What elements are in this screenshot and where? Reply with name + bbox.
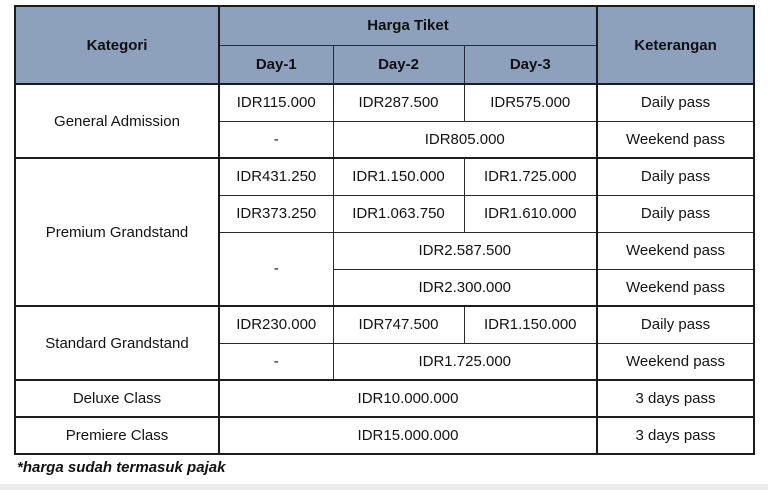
price-cell: IDR1.063.750 bbox=[332, 194, 465, 233]
pass-type-cell: Weekend pass bbox=[596, 120, 755, 159]
price-cell: - bbox=[218, 231, 334, 307]
table-row: - IDR1.725.000 Weekend pass bbox=[15, 342, 755, 381]
col-header-harga-tiket: Harga Tiket bbox=[218, 5, 598, 46]
price-cell: IDR15.000.000 bbox=[218, 416, 598, 455]
table-row: Premiere Class IDR15.000.000 3 days pass bbox=[14, 416, 755, 455]
table-row: Premium Grandstand IDR431.250 IDR1.150.0… bbox=[14, 157, 755, 307]
pass-type-cell: 3 days pass bbox=[596, 416, 755, 455]
group-premium-grandstand: Premium Grandstand IDR431.250 IDR1.150.0… bbox=[14, 157, 755, 307]
pass-type-cell: Daily pass bbox=[596, 83, 755, 122]
table-header: Kategori Harga Tiket Keterangan Day-1 Da… bbox=[14, 5, 755, 85]
price-cell: IDR2.587.500 bbox=[332, 231, 598, 270]
price-cell: IDR10.000.000 bbox=[218, 379, 598, 418]
group-standard-grandstand: Standard Grandstand IDR230.000 IDR747.50… bbox=[14, 305, 755, 381]
header-row-1: Kategori Harga Tiket Keterangan bbox=[14, 5, 755, 85]
price-cell: IDR575.000 bbox=[463, 83, 598, 122]
price-cell: IDR1.150.000 bbox=[463, 305, 598, 344]
price-cell: IDR1.725.000 bbox=[332, 342, 598, 381]
price-cell: IDR115.000 bbox=[218, 83, 334, 122]
price-cell: IDR230.000 bbox=[218, 305, 334, 344]
ticket-price-table: Kategori Harga Tiket Keterangan Day-1 Da… bbox=[14, 5, 755, 455]
category-cell: Premiere Class bbox=[14, 416, 220, 455]
table-row: - IDR805.000 Weekend pass bbox=[15, 120, 755, 159]
group-premiere-class: Premiere Class IDR15.000.000 3 days pass bbox=[14, 416, 755, 455]
footnote: *harga sudah termasuk pajak bbox=[17, 459, 226, 476]
pass-type-cell: Weekend pass bbox=[596, 342, 755, 381]
price-cell: IDR431.250 bbox=[218, 157, 334, 196]
price-cell: - bbox=[218, 342, 334, 381]
category-cell: General Admission bbox=[14, 83, 220, 159]
price-cell: IDR1.150.000 bbox=[332, 157, 465, 196]
price-cell: IDR1.610.000 bbox=[463, 194, 598, 233]
col-header-keterangan: Keterangan bbox=[596, 5, 755, 85]
pass-type-cell: Daily pass bbox=[596, 305, 755, 344]
group-general-admission: General Admission IDR115.000 IDR287.500 … bbox=[14, 83, 755, 159]
header-row-2: Day-1 Day-2 Day-3 bbox=[15, 44, 754, 85]
table-row: Standard Grandstand IDR230.000 IDR747.50… bbox=[14, 305, 755, 381]
category-cell: Premium Grandstand bbox=[14, 157, 220, 307]
pass-type-cell: Daily pass bbox=[596, 194, 755, 233]
price-cell: IDR373.250 bbox=[218, 194, 334, 233]
col-header-kategori: Kategori bbox=[14, 5, 220, 85]
col-header-day-2: Day-2 bbox=[332, 44, 465, 85]
pass-type-cell: 3 days pass bbox=[596, 379, 755, 418]
price-cell: IDR287.500 bbox=[332, 83, 465, 122]
price-cell: IDR1.725.000 bbox=[463, 157, 598, 196]
table-row: IDR2.300.000 Weekend pass bbox=[15, 268, 755, 307]
table-row: General Admission IDR115.000 IDR287.500 … bbox=[14, 83, 755, 159]
price-cell: IDR2.300.000 bbox=[332, 268, 598, 307]
pass-type-cell: Daily pass bbox=[596, 157, 755, 196]
pass-type-cell: Weekend pass bbox=[596, 268, 755, 307]
price-cell: - bbox=[218, 120, 334, 159]
group-deluxe-class: Deluxe Class IDR10.000.000 3 days pass bbox=[14, 379, 755, 418]
pass-type-cell: Weekend pass bbox=[596, 231, 755, 270]
table-row: - IDR2.587.500 Weekend pass bbox=[15, 231, 755, 307]
col-header-day-3: Day-3 bbox=[463, 44, 598, 85]
category-cell: Deluxe Class bbox=[14, 379, 220, 418]
page-bottom-edge bbox=[0, 484, 768, 490]
price-cell: IDR747.500 bbox=[332, 305, 465, 344]
category-cell: Standard Grandstand bbox=[14, 305, 220, 381]
price-cell: IDR805.000 bbox=[332, 120, 598, 159]
price-table-container: Kategori Harga Tiket Keterangan Day-1 Da… bbox=[14, 5, 755, 455]
table-row: Deluxe Class IDR10.000.000 3 days pass bbox=[14, 379, 755, 418]
col-header-day-1: Day-1 bbox=[218, 44, 334, 85]
